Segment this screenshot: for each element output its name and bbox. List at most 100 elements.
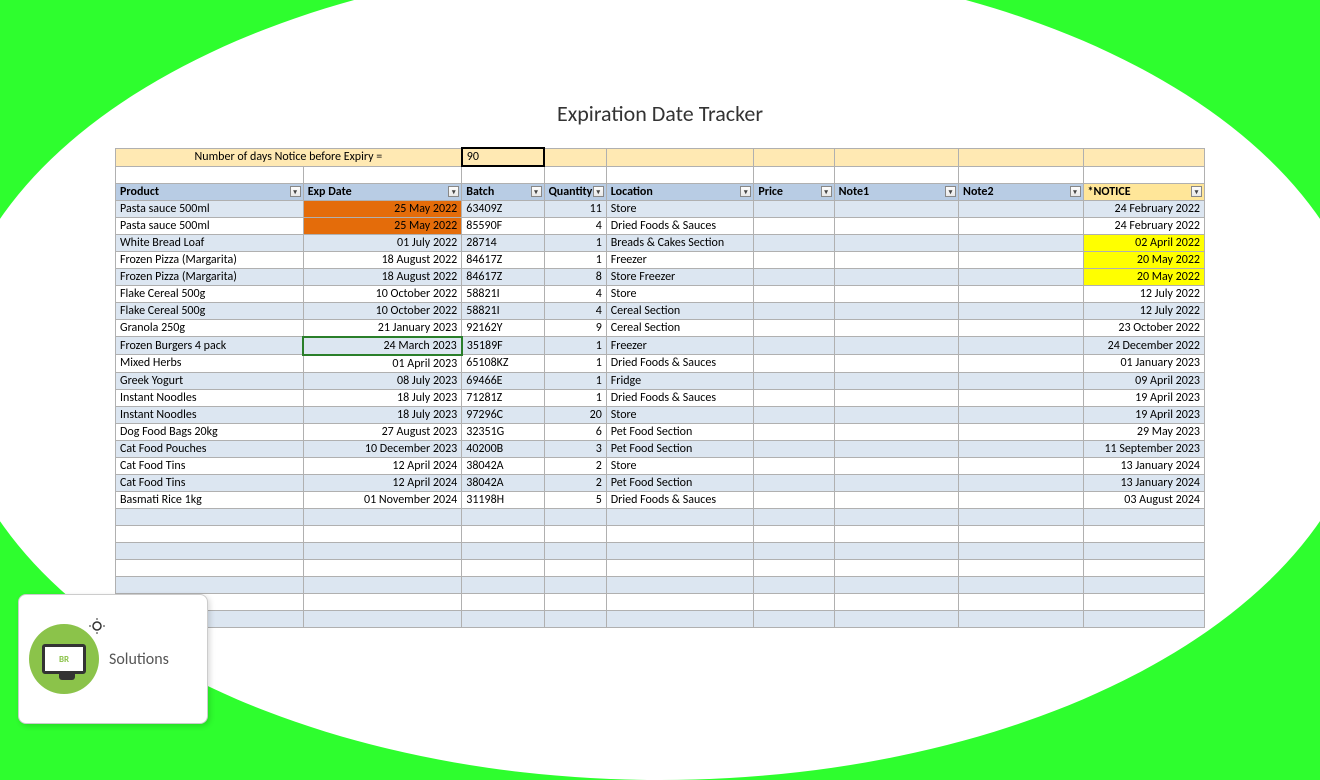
cell-note1[interactable] (834, 372, 958, 389)
cell-note2[interactable] (959, 491, 1083, 508)
col-header-notice[interactable]: *NOTICE▾ (1083, 183, 1205, 200)
cell-product[interactable]: Basmati Rice 1kg (116, 491, 304, 508)
cell-empty[interactable] (606, 559, 754, 576)
cell-note2[interactable] (959, 302, 1083, 319)
cell-note1[interactable] (834, 423, 958, 440)
cell-location[interactable]: Fridge (606, 372, 754, 389)
cell-location[interactable]: Dried Foods & Sauces (606, 389, 754, 406)
cell-note2[interactable] (959, 268, 1083, 285)
cell-quantity[interactable]: 11 (544, 200, 606, 217)
cell-quantity[interactable]: 3 (544, 440, 606, 457)
cell-empty[interactable] (544, 508, 606, 525)
cell-quantity[interactable]: 2 (544, 474, 606, 491)
cell-exp_date[interactable]: 25 May 2022 (303, 217, 462, 234)
cell-empty[interactable] (959, 508, 1083, 525)
filter-dropdown-icon[interactable]: ▾ (448, 186, 459, 197)
cell-empty[interactable] (754, 610, 834, 627)
cell-quantity[interactable]: 9 (544, 319, 606, 337)
cell-note1[interactable] (834, 491, 958, 508)
cell-empty[interactable] (116, 542, 304, 559)
cell-notice[interactable]: 13 January 2024 (1083, 457, 1205, 474)
cell-note2[interactable] (959, 337, 1083, 355)
cell-empty[interactable] (544, 525, 606, 542)
table-row-empty[interactable] (116, 542, 1205, 559)
cell-price[interactable] (754, 423, 834, 440)
cell-exp_date[interactable]: 01 November 2024 (303, 491, 462, 508)
cell-notice[interactable]: 24 February 2022 (1083, 217, 1205, 234)
cell-quantity[interactable]: 4 (544, 302, 606, 319)
cell-batch[interactable]: 85590F (462, 217, 544, 234)
cell-notice[interactable]: 11 September 2023 (1083, 440, 1205, 457)
cell-empty[interactable] (462, 559, 544, 576)
table-row[interactable]: Instant Noodles18 July 202397296C20Store… (116, 406, 1205, 423)
cell-product[interactable]: White Bread Loaf (116, 234, 304, 251)
cell-location[interactable]: Breads & Cakes Section (606, 234, 754, 251)
cell-batch[interactable]: 35189F (462, 337, 544, 355)
filter-dropdown-icon[interactable]: ▾ (945, 186, 956, 197)
cell-notice[interactable]: 02 April 2022 (1083, 234, 1205, 251)
filter-dropdown-icon[interactable]: ▾ (821, 186, 832, 197)
cell-product[interactable]: Frozen Pizza (Margarita) (116, 251, 304, 268)
cell-batch[interactable]: 92162Y (462, 319, 544, 337)
cell-batch[interactable]: 32351G (462, 423, 544, 440)
table-row[interactable]: Pasta sauce 500ml25 May 202285590F4Dried… (116, 217, 1205, 234)
cell-note2[interactable] (959, 251, 1083, 268)
cell-note1[interactable] (834, 457, 958, 474)
table-row[interactable]: Basmati Rice 1kg01 November 202431198H5D… (116, 491, 1205, 508)
cell-note2[interactable] (959, 406, 1083, 423)
cell-product[interactable]: Granola 250g (116, 319, 304, 337)
cell-notice[interactable]: 20 May 2022 (1083, 268, 1205, 285)
cell-note2[interactable] (959, 457, 1083, 474)
cell-product[interactable]: Dog Food Bags 20kg (116, 423, 304, 440)
cell-note2[interactable] (959, 372, 1083, 389)
cell-location[interactable]: Store (606, 285, 754, 302)
cell-exp_date[interactable]: 27 August 2023 (303, 423, 462, 440)
cell-price[interactable] (754, 302, 834, 319)
cell-product[interactable]: Flake Cereal 500g (116, 302, 304, 319)
cell-quantity[interactable]: 1 (544, 355, 606, 373)
cell-note2[interactable] (959, 474, 1083, 491)
col-header-location[interactable]: Location▾ (606, 183, 754, 200)
cell-empty[interactable] (1083, 559, 1205, 576)
cell-note1[interactable] (834, 217, 958, 234)
cell-product[interactable]: Greek Yogurt (116, 372, 304, 389)
cell-batch[interactable]: 84617Z (462, 268, 544, 285)
cell-empty[interactable] (1083, 542, 1205, 559)
cell-location[interactable]: Store (606, 200, 754, 217)
cell-empty[interactable] (544, 610, 606, 627)
cell-empty[interactable] (959, 576, 1083, 593)
cell-product[interactable]: Pasta sauce 500ml (116, 217, 304, 234)
cell-empty[interactable] (462, 593, 544, 610)
cell-empty[interactable] (544, 559, 606, 576)
cell-note1[interactable] (834, 406, 958, 423)
cell-exp_date[interactable]: 10 December 2023 (303, 440, 462, 457)
cell-empty[interactable] (462, 508, 544, 525)
cell-note2[interactable] (959, 217, 1083, 234)
cell-location[interactable]: Cereal Section (606, 319, 754, 337)
cell-exp_date[interactable]: 10 October 2022 (303, 285, 462, 302)
filter-dropdown-icon[interactable]: ▾ (740, 186, 751, 197)
table-row[interactable]: Flake Cereal 500g10 October 202258821I4C… (116, 302, 1205, 319)
cell-location[interactable]: Store (606, 457, 754, 474)
cell-empty[interactable] (303, 508, 462, 525)
cell-empty[interactable] (834, 525, 958, 542)
table-row[interactable]: White Bread Loaf01 July 2022287141Breads… (116, 234, 1205, 251)
cell-quantity[interactable]: 1 (544, 251, 606, 268)
cell-note1[interactable] (834, 302, 958, 319)
cell-price[interactable] (754, 268, 834, 285)
cell-empty[interactable] (754, 525, 834, 542)
cell-empty[interactable] (754, 576, 834, 593)
cell-empty[interactable] (1083, 576, 1205, 593)
cell-empty[interactable] (544, 593, 606, 610)
col-header-expdate[interactable]: Exp Date▾ (303, 183, 462, 200)
cell-product[interactable]: Cat Food Pouches (116, 440, 304, 457)
table-row-empty[interactable] (116, 576, 1205, 593)
cell-exp_date[interactable]: 18 July 2023 (303, 389, 462, 406)
cell-note2[interactable] (959, 234, 1083, 251)
table-row[interactable]: Mixed Herbs01 April 202365108KZ1Dried Fo… (116, 355, 1205, 373)
col-header-batch[interactable]: Batch▾ (462, 183, 544, 200)
cell-empty[interactable] (462, 610, 544, 627)
table-row[interactable]: Flake Cereal 500g10 October 202258821I4S… (116, 285, 1205, 302)
cell-location[interactable]: Dried Foods & Sauces (606, 491, 754, 508)
cell-empty[interactable] (544, 542, 606, 559)
